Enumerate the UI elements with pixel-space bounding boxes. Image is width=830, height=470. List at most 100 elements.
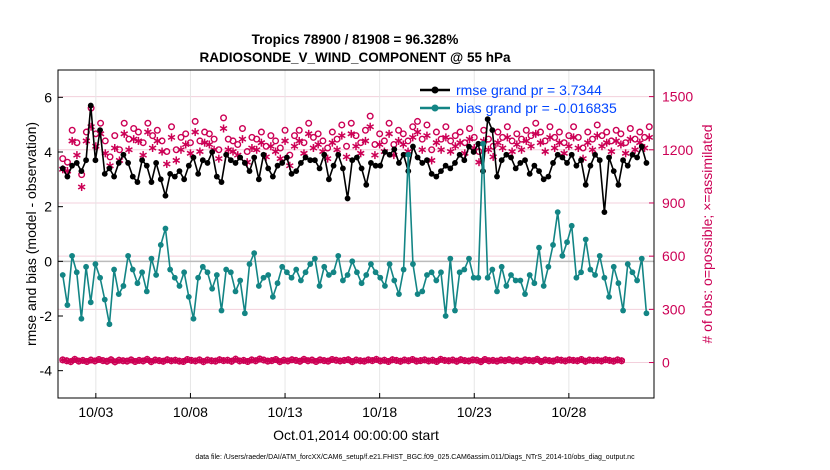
obs-possible-point xyxy=(352,132,360,140)
bias-point xyxy=(419,288,426,295)
rmse-point xyxy=(325,176,332,183)
obs-assimilated-point xyxy=(177,145,185,154)
obs-possible-point xyxy=(442,123,450,131)
bias-point xyxy=(246,261,253,267)
obs-possible-point xyxy=(158,137,166,145)
bias-point xyxy=(269,293,276,300)
chart-title-line1: Tropics 78900 / 81908 = 96.328% xyxy=(252,32,459,47)
obs-possible-point xyxy=(579,144,587,152)
bias-point xyxy=(227,269,234,276)
rmse-point xyxy=(386,151,393,158)
bias-point xyxy=(582,236,589,243)
bias-point xyxy=(125,252,132,259)
rmse-point xyxy=(176,168,183,175)
bias-point xyxy=(428,269,435,276)
obs-possible-point xyxy=(413,117,421,125)
bias-point xyxy=(461,266,468,273)
rmse-point xyxy=(536,168,542,175)
legend-bias-marker xyxy=(431,104,439,112)
obs-possible-point xyxy=(503,123,511,131)
obs-possible-point xyxy=(68,126,76,134)
bias-point xyxy=(325,272,332,278)
obs-possible-point xyxy=(210,135,218,143)
bias-point xyxy=(335,252,342,259)
rmse-point xyxy=(475,140,482,147)
obs-possible-point xyxy=(172,146,180,154)
rmse-point xyxy=(363,181,370,188)
bias-point xyxy=(237,277,244,284)
bias-point xyxy=(466,255,472,262)
obs-possible-point xyxy=(461,139,469,147)
obs-assimilated-point xyxy=(437,145,445,154)
bias-point xyxy=(517,277,524,284)
bias-point xyxy=(143,288,150,295)
obs-possible-point xyxy=(546,123,554,131)
rmse-point xyxy=(195,170,202,177)
rmse-point xyxy=(255,176,262,183)
series-layer xyxy=(58,102,654,366)
obs-assimilated-point xyxy=(361,136,370,145)
obs-possible-point xyxy=(106,153,114,161)
rmse-point xyxy=(139,157,146,164)
obs-possible-point xyxy=(182,130,190,138)
right-tick-label-1: 300 xyxy=(662,301,686,317)
obs-possible-point xyxy=(229,137,237,145)
obs-possible-point xyxy=(139,139,147,147)
obs-possible-point xyxy=(555,128,563,136)
rmse-point xyxy=(83,157,89,164)
rmse-point xyxy=(470,149,477,155)
obs-possible-point xyxy=(607,137,615,145)
obs-possible-point xyxy=(418,135,426,143)
rmse-point xyxy=(512,165,519,172)
bias-point xyxy=(185,293,192,300)
obs-possible-point xyxy=(120,119,128,127)
obs-assimilated-point xyxy=(248,144,256,153)
obs-assimilated-point xyxy=(607,147,616,156)
obs-possible-point xyxy=(115,146,123,154)
bias-point xyxy=(638,255,645,262)
obs-possible-point xyxy=(220,114,228,122)
bias-point xyxy=(624,261,631,267)
bias-point xyxy=(414,291,421,298)
x-tick-label-2: 10/13 xyxy=(268,404,303,420)
bias-point xyxy=(139,269,146,276)
rmse-point xyxy=(241,160,248,166)
obs-possible-point xyxy=(622,139,630,147)
plot-frame xyxy=(57,69,655,399)
obs-assimilated-point xyxy=(120,129,129,138)
rmse-point xyxy=(634,154,640,161)
bias-point xyxy=(171,274,178,281)
obs-possible-point xyxy=(494,128,502,136)
rmse-point xyxy=(540,176,547,183)
rmse-point xyxy=(638,143,645,150)
bias-point xyxy=(545,263,552,270)
rmse-point xyxy=(489,127,496,134)
rmse-point xyxy=(629,151,636,158)
rmse-point xyxy=(550,160,556,166)
rmse-point xyxy=(87,102,94,109)
bias-point xyxy=(391,277,398,284)
obs-possible-point xyxy=(631,135,639,143)
obs-assimilated-point xyxy=(588,145,597,154)
obs-assimilated-point xyxy=(508,147,516,156)
rmse-point xyxy=(279,160,286,166)
bias-point xyxy=(274,280,281,287)
obs-possible-point xyxy=(428,146,436,154)
rmse-point xyxy=(218,179,225,185)
rmse-point xyxy=(101,170,108,177)
obs-possible-point xyxy=(636,128,644,136)
rmse-point xyxy=(582,181,589,188)
bias-point xyxy=(456,269,463,276)
obs-assimilated-point xyxy=(418,145,427,154)
x-tick-label-3: 10/18 xyxy=(362,404,397,420)
bias-point xyxy=(283,269,290,276)
bias-point xyxy=(442,313,449,319)
obs-assimilated-point xyxy=(621,149,630,158)
rmse-point xyxy=(606,154,612,161)
bias-point xyxy=(195,274,202,281)
rmse-point xyxy=(293,168,300,175)
obs-assimilated-point xyxy=(371,151,379,160)
obs-possible-point xyxy=(272,137,280,145)
rmse-point xyxy=(92,157,99,164)
rmse-point xyxy=(433,173,440,180)
